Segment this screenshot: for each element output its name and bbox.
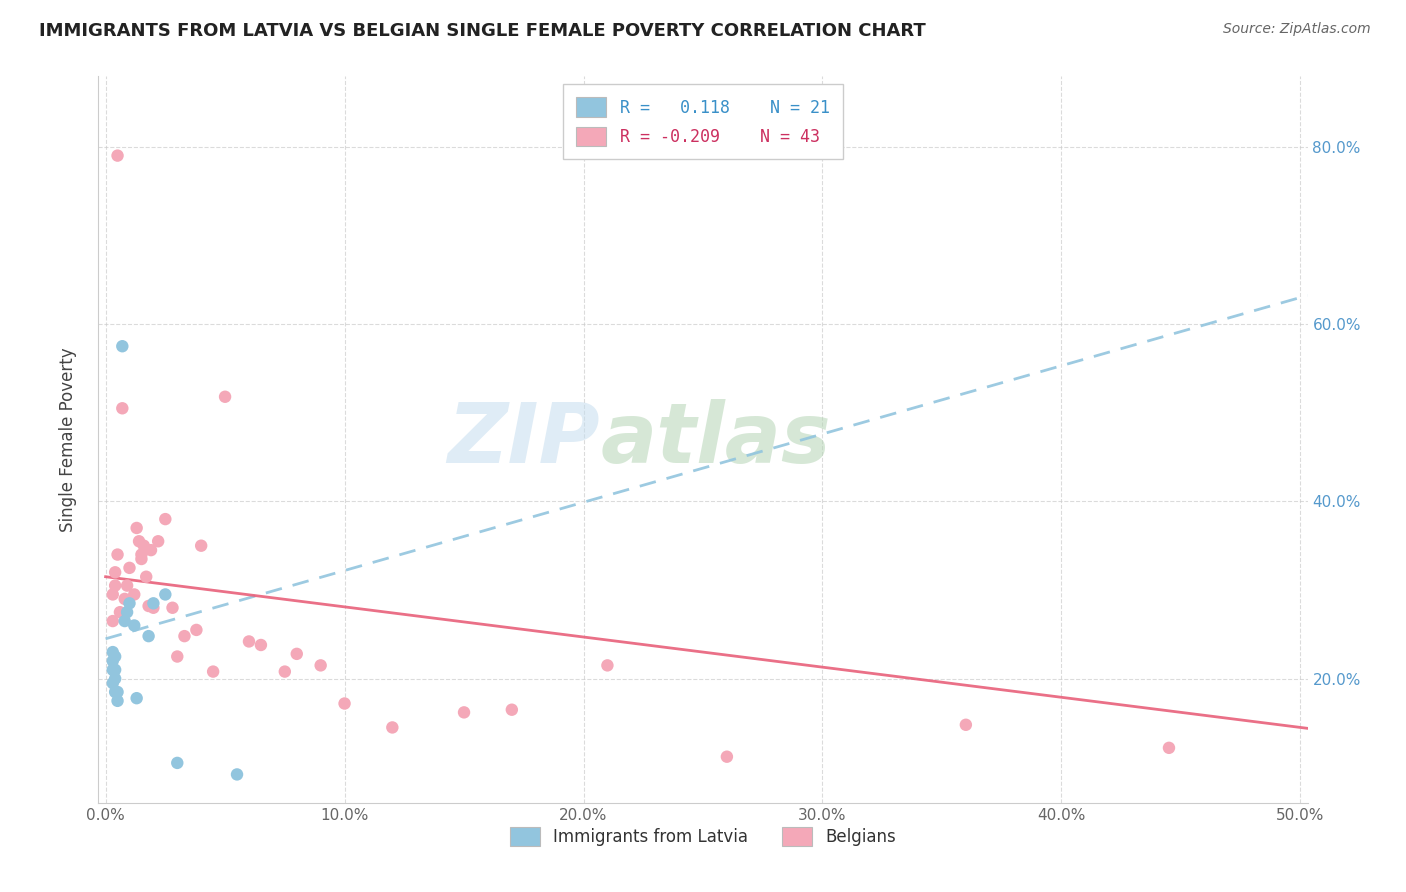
Point (107, 548, 129, 562)
Point (107, 685, 129, 699)
Y-axis label: Single Female Poverty: Single Female Poverty (59, 347, 77, 532)
Point (104, 672, 127, 686)
Point (142, 600, 165, 615)
Point (114, 614, 136, 628)
Point (155, 587, 177, 601)
Point (309, 658, 332, 673)
Point (122, 587, 145, 601)
Point (104, 663, 127, 677)
Point (118, 596, 141, 610)
Point (118, 561, 141, 575)
Point (104, 685, 127, 699)
Point (226, 767, 249, 781)
Point (173, 629, 195, 643)
Point (108, 605, 131, 619)
Point (125, 521, 148, 535)
Point (166, 649, 188, 664)
Point (135, 570, 157, 584)
Point (138, 629, 160, 643)
Point (115, 605, 138, 619)
Legend: Immigrants from Latvia, Belgians: Immigrants from Latvia, Belgians (501, 817, 905, 856)
Point (166, 756, 188, 770)
Point (162, 600, 184, 615)
Point (104, 578, 127, 592)
Point (146, 534, 169, 549)
Point (716, 749, 738, 764)
Point (115, 578, 138, 592)
Point (202, 665, 225, 679)
Point (131, 548, 153, 562)
Point (132, 539, 155, 553)
Text: atlas: atlas (600, 399, 831, 480)
Point (381, 721, 404, 735)
Text: ZIP: ZIP (447, 399, 600, 480)
Point (114, 591, 136, 606)
Point (128, 534, 150, 549)
Text: IMMIGRANTS FROM LATVIA VS BELGIAN SINGLE FEMALE POVERTY CORRELATION CHART: IMMIGRANTS FROM LATVIA VS BELGIAN SINGLE… (39, 22, 927, 40)
Point (104, 566, 127, 580)
Point (285, 647, 308, 661)
Point (101, 654, 124, 668)
Point (111, 339, 134, 353)
Point (955, 718, 977, 732)
Point (250, 638, 273, 652)
Point (131, 552, 153, 566)
Point (101, 663, 124, 677)
Point (107, 148, 129, 162)
Point (107, 694, 129, 708)
Point (101, 614, 124, 628)
Point (139, 543, 162, 558)
Point (186, 623, 208, 637)
Point (501, 703, 523, 717)
Point (155, 512, 177, 526)
Point (238, 634, 260, 648)
Point (596, 658, 619, 673)
Point (190, 539, 212, 553)
Point (101, 645, 124, 659)
Point (1157, 740, 1180, 755)
Point (104, 649, 127, 664)
Point (111, 401, 134, 416)
Point (274, 665, 297, 679)
Point (333, 697, 356, 711)
Point (142, 596, 165, 610)
Point (138, 599, 160, 613)
Point (453, 706, 475, 720)
Point (122, 618, 145, 632)
Point (101, 676, 124, 690)
Point (125, 691, 148, 706)
Point (214, 390, 236, 404)
Text: Source: ZipAtlas.com: Source: ZipAtlas.com (1223, 22, 1371, 37)
Point (101, 587, 124, 601)
